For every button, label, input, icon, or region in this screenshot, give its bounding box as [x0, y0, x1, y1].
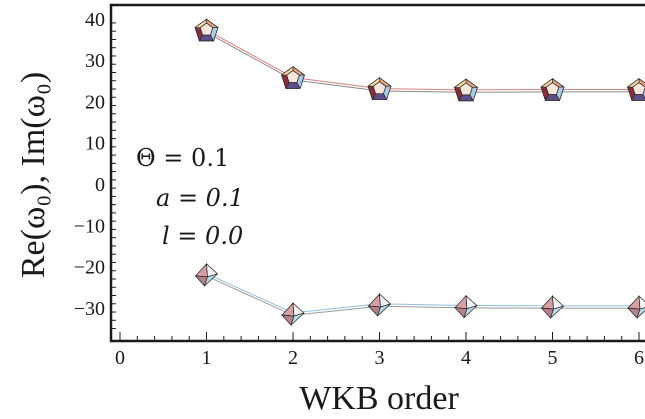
series-line: [206, 275, 639, 316]
y-tick-label: −30: [74, 298, 105, 320]
annotation-a: a = 0.1: [156, 184, 244, 212]
plot-border: [109, 3, 645, 343]
series-line: [206, 29, 639, 91]
data-point: [540, 295, 565, 319]
series-line: [206, 31, 639, 93]
x-tick-label: 1: [202, 347, 212, 369]
data-point: [280, 66, 306, 90]
x-tick-label: 3: [375, 347, 385, 369]
series-markers: [194, 18, 645, 326]
x-axis-ticks: 0 1 2 3 4 5 6: [115, 332, 644, 369]
data-point: [540, 78, 565, 102]
data-point: [367, 293, 392, 317]
x-axis-label: WKB order: [299, 380, 459, 417]
x-tick-label: 0: [115, 347, 125, 369]
data-point: [281, 302, 305, 326]
data-point: [194, 18, 219, 42]
y-tick-label: −10: [74, 215, 105, 237]
y-tick-label: 40: [85, 9, 105, 31]
series-lines: [206, 29, 639, 316]
y-tick-label: 10: [85, 133, 105, 155]
y-tick-label: 20: [85, 91, 105, 113]
data-point: [453, 78, 479, 102]
y-tick-label: −20: [74, 257, 105, 279]
data-point: [626, 78, 645, 102]
x-tick-label: 5: [548, 347, 558, 369]
y-tick-label: 0: [95, 174, 105, 196]
data-point: [194, 263, 219, 287]
data-point: [627, 295, 645, 319]
plot-frame: [109, 3, 645, 343]
x-tick-label: 2: [288, 347, 298, 369]
series-line: [206, 273, 639, 314]
y-axis-ticks: 40 30 20 10 0 −10 −20 −30: [74, 9, 116, 330]
annotation-l: l = 0.0: [162, 222, 243, 250]
data-point: [367, 77, 392, 101]
x-tick-label: 6: [634, 347, 644, 369]
y-axis-label: Re(ω₀), Im(ω₀): [15, 72, 52, 278]
y-tick-label: 30: [85, 50, 105, 72]
annotation-theta: Θ = 0.1: [136, 144, 229, 172]
data-point: [454, 294, 478, 319]
x-tick-label: 4: [461, 347, 471, 369]
